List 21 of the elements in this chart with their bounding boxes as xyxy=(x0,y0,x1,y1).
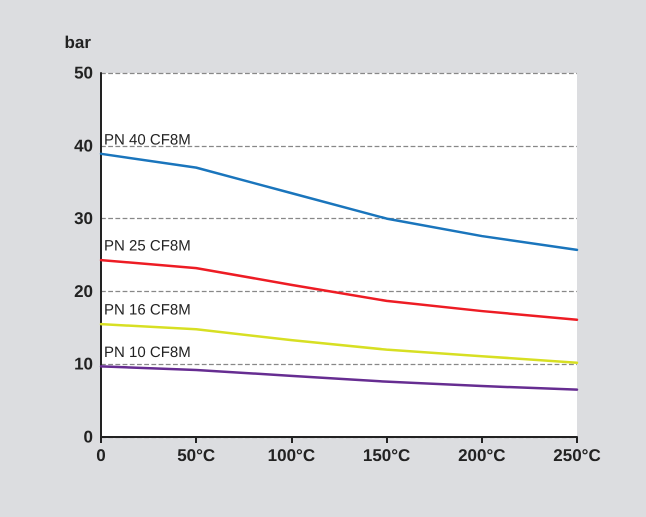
series-label: PN 10 CF8M xyxy=(104,344,191,361)
x-tick-label: 150°C xyxy=(362,446,410,465)
y-axis-title: bar xyxy=(64,33,92,52)
y-tick-label: 0 xyxy=(84,428,93,446)
series-label: PN 25 CF8M xyxy=(104,238,191,255)
series-label: PN 16 CF8M xyxy=(104,302,191,319)
x-tick-label: 250°C xyxy=(553,446,601,465)
x-tick-label: 50°C xyxy=(177,446,216,465)
y-tick-label: 50 xyxy=(74,64,93,82)
series-label: PN 40 CF8M xyxy=(104,131,191,148)
y-tick-label: 20 xyxy=(74,282,93,301)
line-series xyxy=(100,152,578,252)
line-series xyxy=(100,258,578,322)
line-series xyxy=(100,365,578,391)
x-tick-label: 100°C xyxy=(268,446,316,465)
x-tick-label: 0 xyxy=(96,446,106,465)
line-series xyxy=(100,322,578,364)
y-tick-label: 30 xyxy=(74,209,93,228)
y-tick-label: 40 xyxy=(74,136,93,156)
x-tick-label: 200°C xyxy=(458,446,506,465)
y-tick-label: 10 xyxy=(74,354,93,374)
